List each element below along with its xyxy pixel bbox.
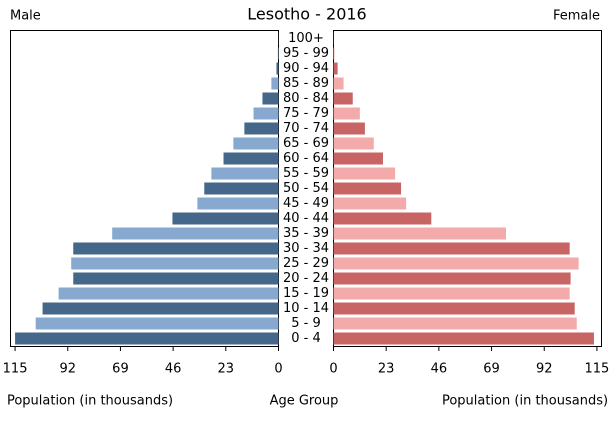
- chart-title: Lesotho - 2016: [247, 5, 366, 24]
- bar: [112, 227, 279, 240]
- bar: [204, 182, 279, 195]
- category-label: 5 - 9: [291, 316, 321, 331]
- bar: [333, 212, 432, 225]
- category-label: 25 - 29: [283, 256, 329, 271]
- category-label: 20 - 24: [283, 271, 329, 286]
- category-label: 60 - 64: [283, 151, 329, 166]
- category-label: 70 - 74: [283, 121, 329, 136]
- bar: [71, 257, 279, 270]
- left-series-name: Male: [10, 9, 41, 24]
- category-label: 75 - 79: [283, 106, 329, 121]
- bar: [35, 317, 279, 330]
- bar: [333, 272, 571, 285]
- bar: [333, 167, 396, 180]
- bar: [277, 47, 279, 60]
- x-tick-label: 0: [274, 362, 282, 377]
- bar: [333, 287, 570, 300]
- category-label: 35 - 39: [283, 226, 329, 241]
- category-label: 90 - 94: [283, 61, 329, 76]
- category-label: 10 - 14: [283, 301, 329, 316]
- bar: [223, 152, 279, 165]
- bar: [271, 77, 279, 90]
- category-label: 55 - 59: [283, 166, 329, 181]
- right-series-name: Female: [553, 9, 600, 24]
- bar: [73, 272, 279, 285]
- right-axis-label: Population (in thousands): [442, 394, 608, 409]
- x-tick-label: 23: [218, 362, 235, 377]
- x-tick-label: 69: [112, 362, 129, 377]
- category-label: 65 - 69: [283, 136, 329, 151]
- category-label: 80 - 84: [283, 91, 329, 106]
- category-label: 45 - 49: [283, 196, 329, 211]
- bar: [333, 227, 506, 240]
- category-label: 85 - 89: [283, 76, 329, 91]
- bar: [333, 92, 353, 105]
- bar: [197, 197, 279, 210]
- x-tick-label: 115: [3, 362, 28, 377]
- bar: [333, 47, 335, 60]
- bar: [333, 197, 407, 210]
- bar: [244, 122, 279, 135]
- x-tick-label: 0: [329, 362, 337, 377]
- bar: [333, 62, 338, 75]
- category-axis-label: Age Group: [270, 394, 339, 409]
- bar: [15, 332, 279, 345]
- category-label: 30 - 34: [283, 241, 329, 256]
- bar: [211, 167, 279, 180]
- category-label: 50 - 54: [283, 181, 329, 196]
- bar: [333, 332, 594, 345]
- x-tick-label: 92: [59, 362, 76, 377]
- left-axis-label: Population (in thousands): [7, 394, 173, 409]
- bar: [333, 137, 374, 150]
- bar: [333, 317, 577, 330]
- bar: [333, 302, 575, 315]
- bar: [233, 137, 279, 150]
- bar: [73, 242, 279, 255]
- category-label: 40 - 44: [283, 211, 329, 226]
- bar: [333, 152, 383, 165]
- x-tick-label: 115: [585, 362, 610, 377]
- category-label: 15 - 19: [283, 286, 329, 301]
- x-tick-label: 46: [431, 362, 448, 377]
- bar: [333, 182, 402, 195]
- x-tick-label: 92: [536, 362, 553, 377]
- bar: [253, 107, 279, 120]
- x-tick-label: 69: [483, 362, 500, 377]
- bar: [276, 62, 279, 75]
- bar: [58, 287, 279, 300]
- bar: [333, 107, 360, 120]
- bar: [333, 77, 344, 90]
- category-label: 0 - 4: [291, 331, 321, 346]
- bar: [333, 122, 365, 135]
- bar: [333, 257, 579, 270]
- x-tick-label: 46: [165, 362, 182, 377]
- bar: [262, 92, 279, 105]
- category-label: 95 - 99: [283, 46, 329, 61]
- category-label: 100+: [288, 31, 324, 46]
- bar: [42, 302, 279, 315]
- bar: [333, 242, 570, 255]
- bar: [172, 212, 279, 225]
- x-tick-label: 23: [378, 362, 395, 377]
